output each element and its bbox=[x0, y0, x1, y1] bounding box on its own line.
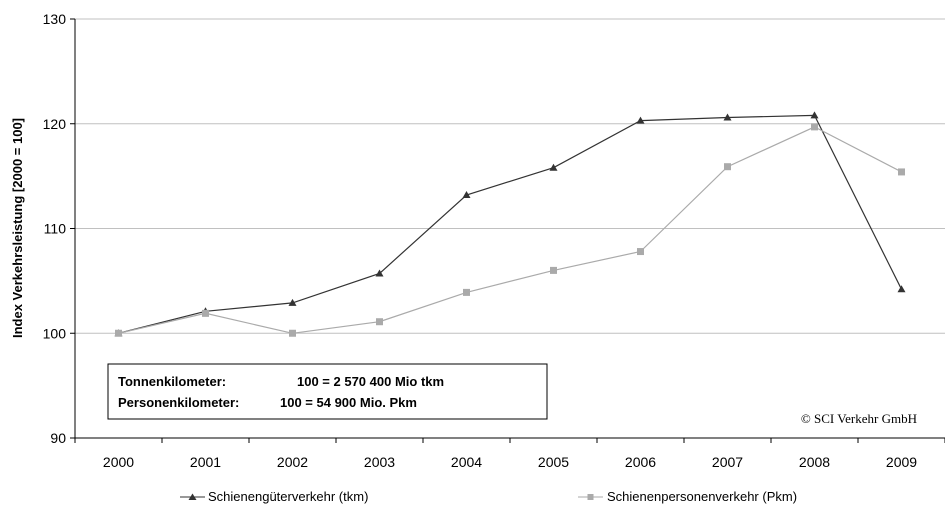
axis-layer bbox=[70, 18, 945, 443]
copyright-text: © SCI Verkehr GmbH bbox=[801, 411, 917, 426]
series-1-point-2002 bbox=[289, 329, 296, 337]
x-tick-label-2000: 2000 bbox=[103, 454, 134, 470]
x-tick-label-2006: 2006 bbox=[625, 454, 656, 470]
series-1-point-2003 bbox=[376, 318, 383, 326]
annotation-row2-label: Personenkilometer: bbox=[118, 395, 239, 410]
series-0-point-2002 bbox=[288, 298, 297, 306]
y-tick-label-100: 100 bbox=[43, 325, 67, 341]
x-tick-label-2004: 2004 bbox=[451, 454, 482, 470]
x-tick-label-2002: 2002 bbox=[277, 454, 308, 470]
x-tick-label-2009: 2009 bbox=[886, 454, 917, 470]
x-tick-label-2007: 2007 bbox=[712, 454, 743, 470]
series-line-1 bbox=[118, 126, 902, 334]
series-0-point-2004 bbox=[462, 190, 471, 198]
legend-label-1: Schienenpersonenverkehr (Pkm) bbox=[607, 489, 797, 504]
annotation-row1-value: 100 = 2 570 400 Mio tkm bbox=[297, 374, 444, 389]
annotation-box-frame bbox=[107, 363, 548, 420]
series-0-point-2005 bbox=[549, 163, 558, 171]
series-1-point-2007 bbox=[724, 163, 731, 171]
series-1-point-2009 bbox=[898, 168, 905, 176]
x-tick-label-2003: 2003 bbox=[364, 454, 395, 470]
series-0-point-2006 bbox=[636, 116, 645, 124]
series-1-point-2004 bbox=[463, 288, 470, 296]
y-tick-label-120: 120 bbox=[43, 116, 67, 132]
x-tick-label-2008: 2008 bbox=[799, 454, 830, 470]
legend-item-1: Schienenpersonenverkehr (Pkm) bbox=[578, 489, 797, 504]
x-tick-label-2001: 2001 bbox=[190, 454, 221, 470]
series-0-point-2007 bbox=[723, 113, 732, 121]
y-axis-label: Index Verkehrsleistung [2000 = 100] bbox=[10, 118, 25, 338]
series-layer bbox=[114, 111, 906, 337]
series-0-point-2003 bbox=[375, 269, 384, 277]
annotation-box: Tonnenkilometer: 100 = 2 570 400 Mio tkm… bbox=[107, 363, 548, 420]
annotation-row2-value: 100 = 54 900 Mio. Pkm bbox=[280, 395, 417, 410]
series-0-point-2008 bbox=[810, 111, 819, 119]
x-tick-label-2005: 2005 bbox=[538, 454, 569, 470]
series-1-point-2006 bbox=[637, 248, 644, 256]
x-tick-labels: 2000 2001 2002 2003 2004 2005 2006 2007 2008 2009 bbox=[103, 454, 917, 470]
legend-label-0: Schienengüterverkehr (tkm) bbox=[208, 489, 368, 504]
series-1-point-2005 bbox=[550, 266, 557, 274]
series-1-point-2000 bbox=[115, 329, 122, 337]
legend-item-0: Schienengüterverkehr (tkm) bbox=[180, 489, 368, 504]
y-tick-labels: 90 100 110 120 130 bbox=[43, 11, 67, 446]
grid-layer bbox=[75, 18, 945, 334]
series-line-0 bbox=[118, 114, 903, 334]
legend: Schienengüterverkehr (tkm) Schienenperso… bbox=[180, 489, 797, 504]
series-1-point-2001 bbox=[202, 309, 209, 317]
legend-marker-1 bbox=[587, 494, 594, 500]
y-tick-label-110: 110 bbox=[44, 221, 67, 237]
series-1-point-2008 bbox=[811, 123, 818, 131]
series-0-point-2009 bbox=[897, 285, 906, 293]
legend-marker-0 bbox=[188, 493, 197, 500]
y-tick-label-130: 130 bbox=[43, 11, 67, 27]
y-tick-label-90: 90 bbox=[50, 430, 66, 446]
annotation-row1-label: Tonnenkilometer: bbox=[118, 374, 226, 389]
